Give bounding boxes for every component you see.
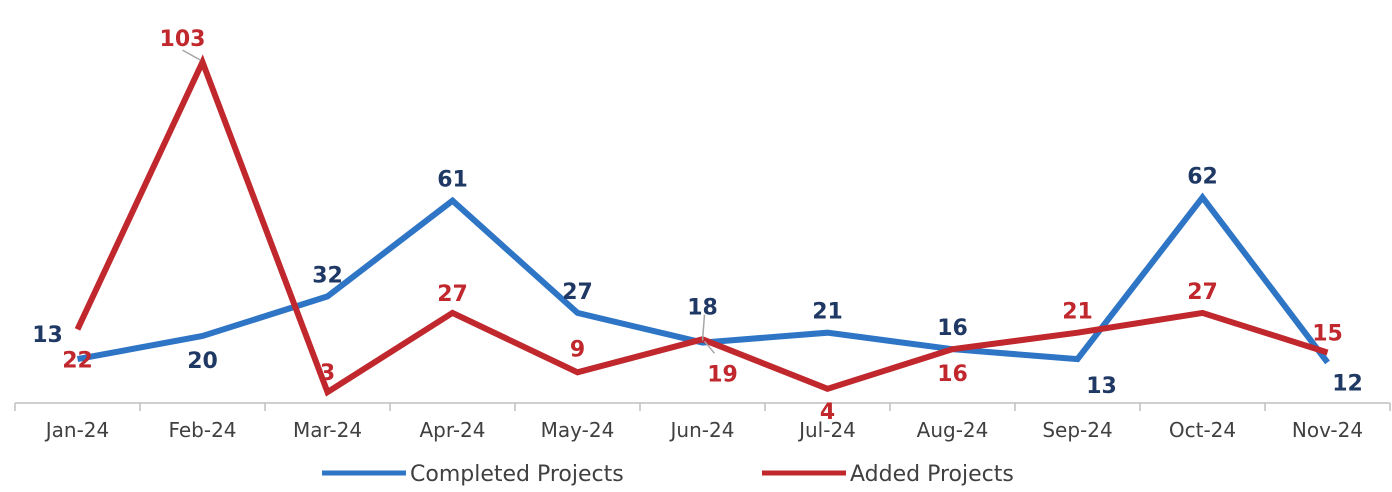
- legend-label: Completed Projects: [410, 462, 624, 487]
- data-label: 20: [187, 349, 218, 374]
- legend-label: Added Projects: [850, 462, 1014, 487]
- lines-layer: [74, 54, 1330, 397]
- data-label: 22: [62, 348, 93, 373]
- data-label: 21: [1062, 300, 1093, 325]
- data-label: 19: [707, 362, 738, 387]
- data-label: 9: [570, 337, 585, 362]
- data-label: 62: [1187, 164, 1218, 189]
- data-label: 27: [1187, 280, 1218, 305]
- data-label: 15: [1312, 322, 1343, 347]
- data-label: 13: [1086, 374, 1117, 399]
- x-tick-label: Jan-24: [44, 418, 110, 442]
- data-label: 21: [812, 300, 843, 325]
- leader-line: [703, 340, 716, 354]
- data-label: 27: [437, 282, 468, 307]
- x-tick-label: May-24: [541, 418, 615, 442]
- x-tick-label: Aug-24: [917, 418, 989, 442]
- leader-line: [701, 314, 706, 341]
- data-label: 27: [562, 280, 593, 305]
- data-label: 3: [320, 361, 335, 386]
- x-tick-label: Apr-24: [420, 418, 486, 442]
- data-label: 4: [820, 400, 835, 425]
- x-tick-label: Jul-24: [797, 418, 856, 442]
- data-label: 12: [1332, 371, 1363, 396]
- x-tick-label: Sep-24: [1042, 418, 1112, 442]
- axis-layer: Jan-24 Feb-24 Mar-24 Apr-24 May-24 Jun-24 Jul-…: [14, 402, 1391, 442]
- data-labels-layer: 13 20 32 61 27 18 21 16 13 62 12 22 103 3 27 9 19 4 16 21 27…: [32, 27, 1363, 425]
- x-tick-label: Nov-24: [1292, 418, 1363, 442]
- x-tick-label: Oct-24: [1169, 418, 1236, 442]
- data-label: 16: [937, 362, 968, 387]
- legend: Completed Projects Added Projects: [322, 462, 1014, 487]
- leader-line: [182, 49, 201, 61]
- data-label: 13: [32, 323, 63, 348]
- x-tick-label: Jun-24: [669, 418, 735, 442]
- data-label: 61: [437, 168, 468, 193]
- data-label: 103: [160, 27, 206, 52]
- data-label: 16: [937, 316, 968, 341]
- x-tick-label: Feb-24: [168, 418, 236, 442]
- x-tick-label: Mar-24: [293, 418, 362, 442]
- data-label: 18: [687, 296, 718, 321]
- data-label: 32: [312, 263, 343, 288]
